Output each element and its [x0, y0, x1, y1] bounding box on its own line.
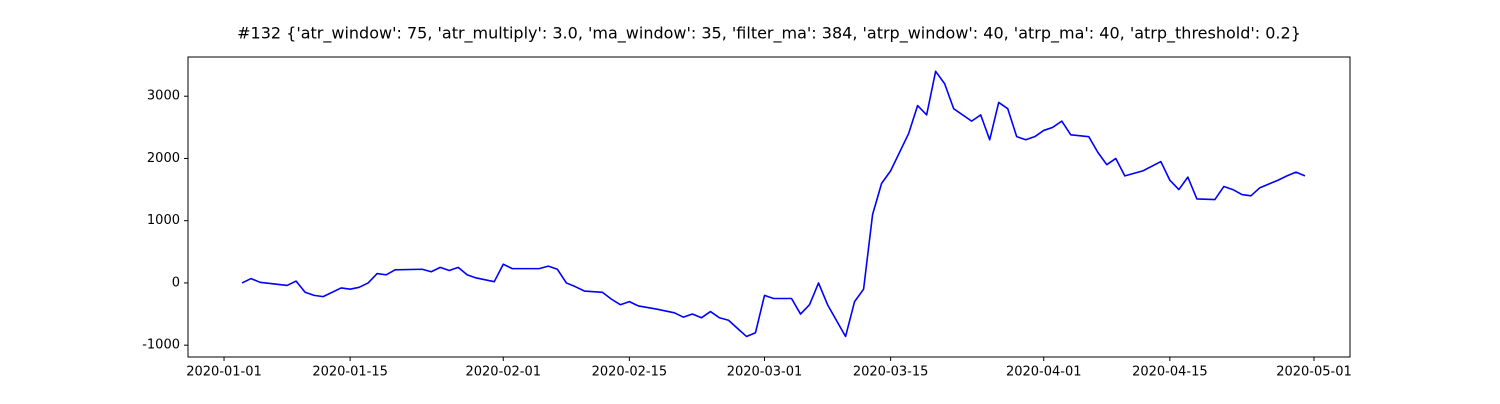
y-tick-label: 2000: [147, 151, 180, 166]
x-tick-label: 2020-03-15: [853, 365, 929, 380]
y-tick-label: 3000: [147, 89, 180, 104]
x-tick-label: 2020-02-01: [465, 365, 541, 380]
x-tick-label: 2020-03-01: [727, 365, 803, 380]
y-tick-label: 0: [172, 275, 180, 290]
y-tick-label: 1000: [147, 213, 180, 228]
x-tick-label: 2020-05-01: [1276, 365, 1352, 380]
x-tick-label: 2020-04-15: [1132, 365, 1208, 380]
plot-frame: [187, 56, 1351, 358]
x-tick-label: 2020-02-15: [592, 365, 668, 380]
x-tick-label: 2020-01-15: [312, 365, 388, 380]
x-tick-label: 2020-04-01: [1006, 365, 1082, 380]
y-tick-label: -1000: [142, 338, 180, 353]
chart-title: #132 {'atr_window': 75, 'atr_multiply': …: [237, 24, 1301, 44]
x-tick-label: 2020-01-01: [186, 365, 262, 380]
line-series: [241, 70, 1306, 338]
